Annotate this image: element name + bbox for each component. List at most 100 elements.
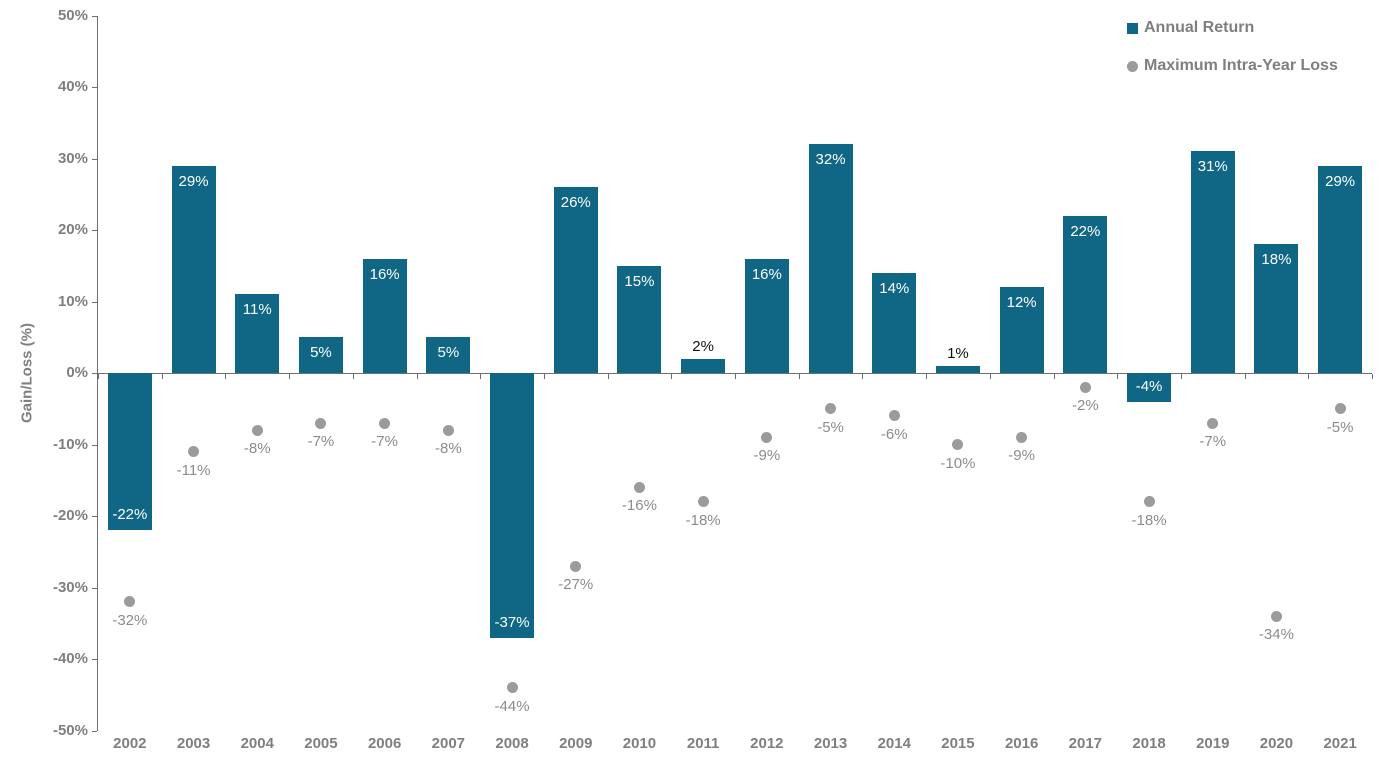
- y-tick-label: -40%: [52, 650, 88, 667]
- dot-value-label: -44%: [494, 697, 530, 715]
- bar-value-label: 18%: [1261, 251, 1292, 269]
- x-tick-label: 2017: [1068, 735, 1103, 752]
- x-axis-tick: [225, 374, 227, 379]
- max-loss-dot: [1079, 381, 1091, 393]
- annual-return-bar: [999, 287, 1044, 373]
- x-tick-label: 2014: [877, 735, 911, 752]
- legend-square-icon: [1127, 22, 1138, 34]
- y-axis-line: [97, 15, 98, 731]
- annual-return-bar: [935, 365, 980, 373]
- bar-value-label: -4%: [1135, 377, 1163, 395]
- x-axis-tick: [1308, 374, 1310, 379]
- bar-value-label: 31%: [1197, 158, 1228, 176]
- annual-return-bar: [1318, 165, 1363, 373]
- annual-return-bar: [744, 258, 789, 373]
- dot-value-label: -18%: [1131, 511, 1167, 529]
- dot-value-label: -5%: [817, 418, 844, 436]
- y-tick-label: -50%: [52, 721, 88, 739]
- dot-value-label: -5%: [1326, 418, 1354, 436]
- y-tick-label: 50%: [57, 6, 88, 24]
- max-loss-dot: [188, 446, 200, 458]
- y-tick-label: 0%: [66, 364, 88, 381]
- y-axis-tick: [92, 230, 97, 231]
- max-loss-dot: [633, 481, 645, 493]
- bar-value-label: -37%: [494, 613, 530, 631]
- max-loss-dot: [952, 439, 964, 450]
- x-axis-tick: [1244, 374, 1246, 379]
- dot-value-label: -10%: [940, 454, 976, 472]
- y-tick-label: 20%: [57, 221, 88, 238]
- annual-return-bar: [426, 337, 471, 373]
- x-axis-tick: [798, 374, 800, 379]
- legend-item-max-intra-year-loss: Maximum Intra-Year Loss: [1127, 57, 1338, 75]
- legend-item-annual-return: Annual Return: [1127, 19, 1254, 37]
- dot-value-label: -8%: [435, 440, 462, 458]
- x-axis-tick: [926, 374, 928, 379]
- x-tick-label: 2010: [622, 735, 657, 752]
- bar-value-label: 29%: [1325, 172, 1356, 190]
- annual-return-bar: [617, 265, 662, 373]
- x-tick-label: 2012: [750, 735, 784, 752]
- y-tick-label: -10%: [52, 435, 88, 453]
- bar-value-label: 32%: [815, 151, 846, 169]
- x-tick-label: 2003: [176, 735, 211, 752]
- bar-value-label: 14%: [879, 279, 910, 297]
- y-tick-label: -20%: [52, 507, 88, 524]
- x-axis-tick: [989, 374, 991, 379]
- x-tick-label: 2005: [304, 735, 338, 752]
- max-loss-dot: [1334, 403, 1346, 415]
- dot-value-label: -32%: [112, 611, 148, 629]
- bar-value-label: 29%: [178, 172, 209, 190]
- x-tick-label: 2002: [113, 735, 147, 752]
- dot-value-label: -27%: [558, 576, 594, 594]
- max-loss-dot: [697, 496, 709, 508]
- bar-value-label: -22%: [112, 506, 148, 524]
- y-tick-label: -30%: [52, 578, 88, 596]
- x-axis-tick: [161, 374, 163, 379]
- dot-value-label: -8%: [243, 440, 271, 458]
- x-axis-tick: [607, 374, 609, 379]
- dot-value-label: -7%: [1199, 433, 1227, 451]
- bar-value-label: 5%: [437, 344, 460, 362]
- max-loss-dot: [506, 682, 518, 694]
- x-tick-label: 2006: [367, 735, 402, 752]
- dot-value-label: -16%: [621, 497, 657, 515]
- bar-value-label: 15%: [624, 272, 655, 290]
- legend-dot-icon: [1127, 60, 1138, 72]
- y-axis-tick: [92, 587, 97, 589]
- x-tick-label: 2011: [686, 735, 720, 752]
- bar-value-label: 5%: [310, 344, 332, 362]
- y-axis-tick: [92, 15, 97, 17]
- max-loss-dot: [570, 560, 582, 572]
- x-axis-tick: [862, 374, 864, 379]
- x-tick-label: 2019: [1196, 735, 1230, 752]
- dot-value-label: -34%: [1258, 626, 1294, 644]
- annual-return-bar: [1190, 151, 1235, 373]
- annual-return-bar: [362, 258, 407, 373]
- y-axis-tick: [92, 730, 97, 732]
- x-tick-label: 2016: [1004, 735, 1039, 752]
- x-axis-tick: [1180, 374, 1182, 379]
- max-loss-dot: [888, 410, 900, 422]
- annual-return-bar: [553, 187, 598, 373]
- x-axis-tick: [416, 374, 418, 379]
- dot-value-label: -9%: [753, 447, 781, 465]
- x-tick-label: 2021: [1323, 735, 1357, 752]
- dot-value-label: -6%: [880, 425, 908, 443]
- annual-return-bar: [107, 373, 152, 531]
- annual-return-bar: [872, 272, 917, 373]
- dot-value-label: -7%: [307, 433, 335, 451]
- x-axis-tick: [671, 374, 673, 379]
- legend-label-max-intra-year-loss: Maximum Intra-Year Loss: [1144, 57, 1338, 74]
- y-axis-tick: [92, 516, 97, 517]
- max-loss-dot: [379, 417, 391, 429]
- x-tick-label: 2007: [431, 735, 466, 752]
- annual-return-bar: [1254, 244, 1299, 373]
- dot-value-label: -7%: [371, 433, 398, 451]
- bar-value-label: 22%: [1070, 222, 1101, 240]
- x-axis-tick: [1117, 374, 1119, 379]
- x-axis-tick: [735, 374, 736, 379]
- y-tick-label: 40%: [57, 78, 88, 95]
